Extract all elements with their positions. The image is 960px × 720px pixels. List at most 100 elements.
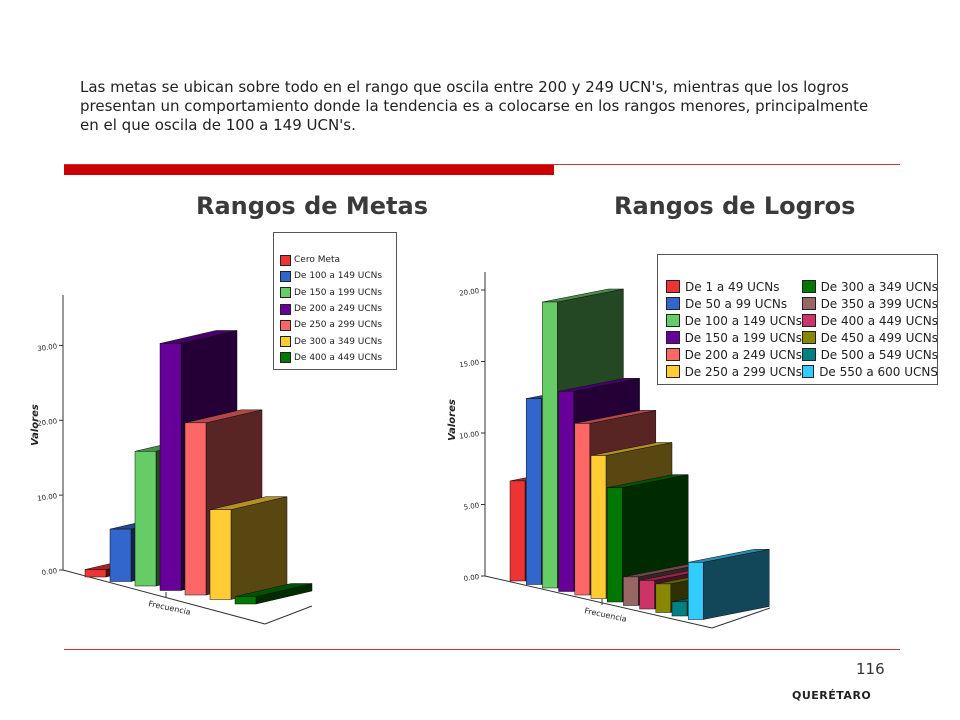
bar-front (159, 343, 182, 591)
legend-item: De 50 a 99 UCNs (666, 295, 802, 312)
legend-label: De 150 a 199 UCNs (294, 287, 383, 298)
legend-swatch (280, 270, 291, 282)
legend-label: De 50 a 99 UCNs (685, 296, 788, 311)
bar-front (623, 576, 639, 606)
legend-label: De 350 a 399 UCNs (820, 296, 938, 311)
bar-front (209, 509, 232, 600)
footer-label: QUERÉTARO (792, 689, 872, 702)
legend-label: Cero Meta (294, 255, 341, 266)
bar-front (109, 528, 132, 582)
bar-front (671, 601, 688, 617)
legend-label: De 450 a 499 UCNs (820, 330, 938, 345)
legend-swatch (802, 365, 815, 378)
legend-swatch (802, 280, 816, 293)
bar-front (606, 487, 623, 603)
legend-item: De 550 a 600 UCNS (802, 363, 938, 380)
legend-swatch (666, 280, 680, 293)
bar-front (558, 391, 574, 592)
bar-front (525, 398, 542, 585)
legend-item: De 200 a 249 UCNs (280, 301, 396, 317)
bar-7 (234, 583, 313, 605)
legend-swatch (666, 365, 680, 378)
legend-swatch (802, 348, 816, 361)
y-tick-label: 20.00 (459, 287, 480, 298)
legend-label: De 250 a 299 UCNs (294, 320, 383, 331)
legend-label: De 400 a 449 UCNs (820, 313, 938, 328)
page-number: 116 (856, 660, 885, 678)
y-tick-label: 5.00 (463, 502, 480, 512)
legend-item: De 400 a 449 UCNs (280, 350, 396, 366)
header-divider-line (64, 164, 900, 165)
legend-swatch (280, 336, 291, 348)
legend-logros: De 1 a 49 UCNs De 50 a 99 UCNs De 100 a 14… (657, 254, 938, 385)
legend-item: Cero Meta (280, 252, 396, 268)
legend-label: De 550 a 600 UCNS (819, 364, 938, 379)
y-tick-label: 0.00 (463, 573, 480, 583)
bar-front (639, 580, 655, 610)
legend-item: De 100 a 149 UCNs (666, 312, 802, 329)
bar-front (655, 583, 672, 613)
bar-front (84, 569, 107, 578)
chart-title-metas: Rangos de Metas (196, 192, 428, 220)
legend-item: De 250 a 299 UCNs (280, 317, 396, 333)
legend-label: De 200 a 249 UCNs (684, 347, 802, 362)
legend-item: De 250 a 299 UCNs (666, 363, 802, 380)
legend-item: De 300 a 349 UCNs (280, 333, 396, 349)
y-tick-label: 10.00 (37, 492, 58, 503)
bar-front (184, 422, 207, 596)
legend-swatch (802, 314, 816, 327)
legend-label: De 200 a 249 UCNs (294, 304, 383, 315)
y-tick-label: 10.00 (459, 430, 480, 441)
bar-front (687, 562, 704, 620)
bar-front (574, 423, 591, 596)
y-axis-label: Valores (30, 404, 41, 446)
intro-paragraph: Las metas se ubican sobre todo en el ran… (80, 78, 869, 134)
legend-swatch (666, 297, 680, 310)
legend-item: De 450 a 499 UCNs (802, 329, 938, 346)
legend-item: De 100 a 149 UCNs (280, 268, 396, 284)
legend-item: De 150 a 199 UCNs (280, 285, 396, 301)
floor-line-side (711, 607, 771, 629)
bar-front (590, 455, 607, 599)
legend-label: De 300 a 349 UCNs (294, 336, 383, 347)
header-red-bar (64, 165, 554, 175)
legend-swatch (280, 287, 291, 299)
legend-label: De 100 a 149 UCNs (294, 271, 383, 282)
y-tick-label: 15.00 (459, 359, 480, 370)
legend-item: De 300 a 349 UCNs (802, 278, 938, 295)
bar-front (134, 451, 157, 587)
bar-front (234, 596, 257, 605)
chart-title-logros: Rangos de Logros (614, 192, 856, 220)
legend-swatch (280, 319, 291, 331)
floor-line-front (62, 569, 266, 625)
legend-label: De 150 a 199 UCNs (684, 330, 802, 345)
legend-swatch (802, 297, 816, 310)
legend-swatch (280, 303, 291, 315)
legend-label: De 100 a 149 UCNs (684, 313, 802, 328)
legend-label: De 400 a 449 UCNs (294, 352, 383, 363)
legend-item: De 150 a 199 UCNs (666, 329, 802, 346)
y-tick-label: 0.00 (41, 567, 58, 577)
footer-divider-line (64, 649, 900, 650)
bar-front (542, 301, 558, 589)
legend-item: De 350 a 399 UCNs (802, 295, 938, 312)
legend-swatch (802, 331, 816, 344)
bar-12 (687, 548, 770, 620)
legend-label: De 250 a 299 UCNs (684, 364, 802, 379)
legend-item: De 1 a 49 UCNs (666, 278, 802, 295)
legend-item: De 400 a 449 UCNs (802, 312, 938, 329)
bar-6 (209, 496, 288, 600)
legend-swatch (666, 314, 680, 327)
x-axis-label: Frecuencia (584, 606, 628, 624)
legend-swatch (666, 331, 680, 344)
floor-line-side (264, 605, 313, 625)
legend-metas: Cero Meta De 100 a 149 UCNs De 150 a 199 U… (273, 232, 397, 370)
legend-item: De 500 a 549 UCNs (802, 346, 938, 363)
bar-front (509, 480, 526, 582)
y-tick-label: 20.00 (37, 417, 58, 428)
y-axis-label: Valores (447, 399, 458, 441)
legend-label: De 1 a 49 UCNs (685, 279, 780, 294)
legend-label: De 300 a 349 UCNs (820, 279, 938, 294)
